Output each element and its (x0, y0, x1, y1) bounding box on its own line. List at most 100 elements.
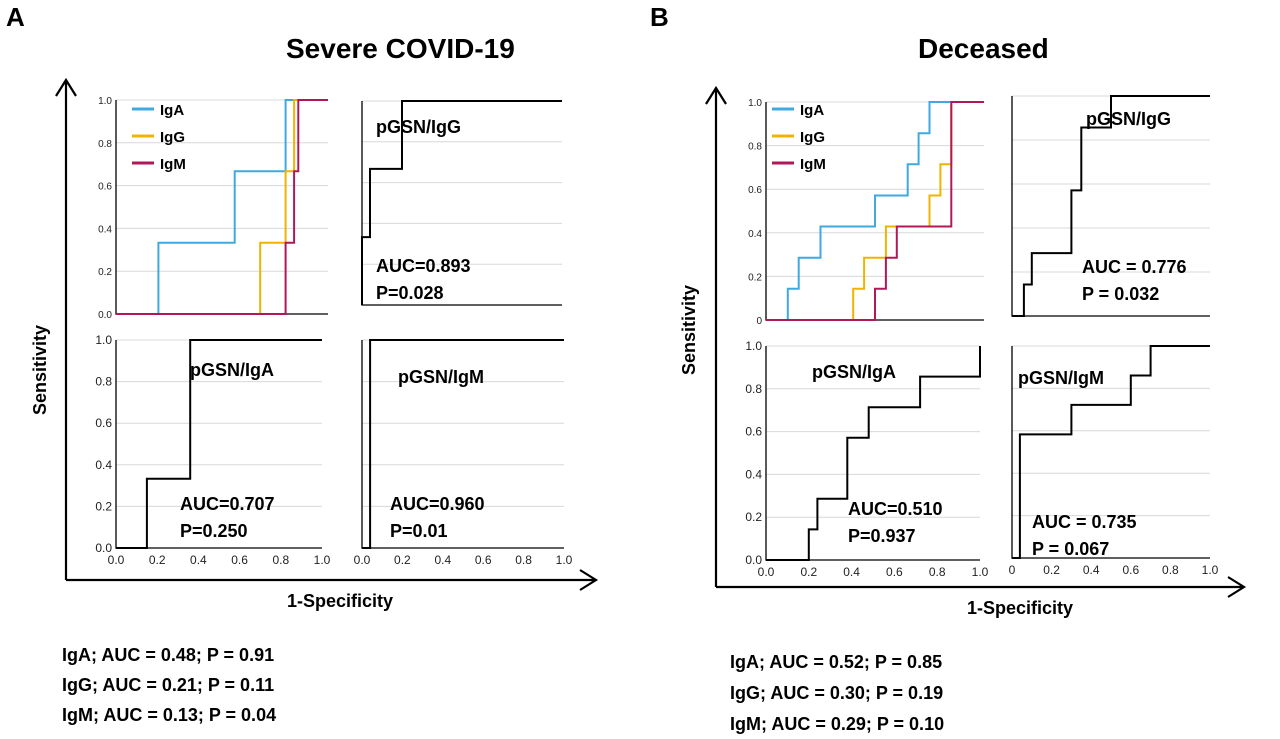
roc-curve-pgsn-igm (1012, 345, 1210, 559)
x-tick-label: 0.2 (800, 565, 817, 579)
roc-curve-pgsn-igg (361, 100, 562, 305)
p-value-label: P=0.01 (390, 521, 448, 541)
x-tick-label: 1.0 (556, 553, 573, 567)
y-tick-label: 0.0 (95, 541, 112, 555)
panel-b-letter: B (650, 2, 669, 32)
x-tick-label: 0.4 (190, 553, 207, 567)
y-tick-label: 1.0 (95, 333, 112, 347)
panel-b-title: Deceased (918, 33, 1049, 64)
subplot-b-igm: 0 0.2 0.4 0.6 0.8 1.0 pGSN/IgM AUC = 0.735 P = 0… (1009, 345, 1219, 577)
panel-a-note-igm: IgM; AUC = 0.13; P = 0.04 (62, 705, 276, 725)
y-tick-label: 0.0 (98, 310, 112, 321)
y-tick-label: 0.2 (98, 267, 112, 278)
subplot-a-igm: 0.0 0.2 0.4 0.6 0.8 1.0 pGSN/IgM AUC=0.960 P=0.0… (354, 339, 573, 567)
y-tick-label: 0.8 (745, 382, 762, 396)
y-tick-label: 0.6 (745, 425, 762, 439)
x-tick-label: 0.8 (272, 553, 289, 567)
subplot-b-igg: pGSN/IgG AUC = 0.776 P = 0.032 (1011, 95, 1210, 317)
roc-curve-igg (116, 99, 328, 315)
x-tick-label: 0.0 (354, 553, 371, 567)
panel-b-note-igg: IgG; AUC = 0.30; P = 0.19 (730, 683, 943, 703)
axis-frame (115, 100, 328, 315)
x-tick-label: 0.4 (843, 565, 860, 579)
x-tick-label: 0.6 (475, 553, 492, 567)
p-value-label: P = 0.032 (1082, 284, 1159, 304)
x-tick-label: 0.2 (1043, 563, 1060, 577)
auc-label: AUC = 0.776 (1082, 257, 1187, 277)
y-tick-label: 0.2 (748, 272, 762, 283)
panel-a-title: Severe COVID-19 (286, 33, 515, 64)
legend-label: IgM (160, 156, 186, 173)
panel-a-xlabel: 1-Specificity (287, 591, 393, 611)
y-tick-label: 0.6 (98, 182, 112, 193)
x-tick-label: 0.4 (1083, 563, 1100, 577)
panel-b-x-arrow (716, 576, 1247, 598)
roc-curve-igm (766, 101, 984, 321)
panel-a-note-iga: IgA; AUC = 0.48; P = 0.91 (62, 645, 274, 665)
y-tick-label: 1.0 (98, 96, 112, 107)
panel-b-axes (705, 85, 1247, 598)
subplot-b-ig: 0 0.2 0.4 0.6 0.8 1.0 IgA IgG IgM (748, 98, 984, 327)
auc-label: AUC = 0.735 (1032, 512, 1137, 532)
y-tick-label: 0.4 (95, 458, 112, 472)
panel-a-letter: A (6, 2, 25, 32)
panel-b-note-igm: IgM; AUC = 0.29; P = 0.10 (730, 714, 944, 734)
x-tick-label: 0.2 (394, 553, 411, 567)
subplot-a-igg: pGSN/IgG AUC=0.893 P=0.028 (361, 100, 562, 306)
x-tick-label: 1.0 (1202, 563, 1219, 577)
y-tick-label: 0.8 (95, 375, 112, 389)
y-tick-label: 0.0 (745, 553, 762, 567)
subplot-a-iga: 0.0 0.2 0.4 0.6 0.8 1.0 0.0 0.2 0.4 0.6 0.8 1.0 pGSN… (95, 333, 330, 567)
subplot-b-iga: 0.0 0.2 0.4 0.6 0.8 1.0 0.0 0.2 0.4 0.6 0.8 1.0 pGSN… (745, 339, 988, 579)
x-tick-label: 0 (1009, 563, 1016, 577)
panel-a-axes (55, 77, 599, 591)
legend-label: IgA (800, 102, 824, 119)
roc-curve-pgsn-igg (1012, 95, 1210, 317)
legend-label: IgG (160, 129, 185, 146)
x-tick-label: 0.8 (515, 553, 532, 567)
panel-a-y-arrow (55, 77, 77, 580)
subplot-title: pGSN/IgG (376, 117, 461, 137)
x-tick-label: 1.0 (972, 565, 989, 579)
x-tick-label: 0.6 (886, 565, 903, 579)
axis-frame (1011, 96, 1210, 317)
roc-subplots: 0.0 0.2 0.4 0.6 0.8 1.0 IgA IgG IgM pGSN/IgG AUC=0… (95, 95, 1219, 579)
y-tick-label: 0.4 (745, 467, 762, 481)
auc-label: AUC=0.960 (390, 494, 485, 514)
p-value-label: P = 0.067 (1032, 539, 1109, 559)
x-tick-label: 0.6 (231, 553, 248, 567)
legend-label: IgG (800, 129, 825, 146)
panel-a-ylabel: Sensitivity (30, 325, 50, 415)
y-tick-label: 1.0 (745, 339, 762, 353)
p-value-label: P=0.028 (376, 283, 444, 303)
roc-curve-iga (766, 101, 984, 321)
panel-b-y-arrow (705, 85, 727, 587)
x-tick-label: 0.2 (149, 553, 166, 567)
roc-curve-pgsn-iga (116, 339, 322, 549)
x-tick-label: 0.0 (758, 565, 775, 579)
subplot-title: pGSN/IgA (190, 360, 274, 380)
auc-label: AUC=0.510 (848, 499, 943, 519)
subplot-title: pGSN/IgA (812, 362, 896, 382)
x-tick-label: 0.0 (108, 553, 125, 567)
y-tick-label: 0.6 (95, 416, 112, 430)
subplot-title: pGSN/IgM (398, 367, 484, 387)
y-tick-label: 0.2 (95, 499, 112, 513)
panel-a-x-arrow (66, 569, 599, 591)
roc-curve-pgsn-igm (362, 339, 564, 549)
panel-a-note-igg: IgG; AUC = 0.21; P = 0.11 (62, 675, 274, 695)
legend-label: IgA (160, 102, 184, 119)
subplot-a-ig: 0.0 0.2 0.4 0.6 0.8 1.0 IgA IgG IgM (98, 96, 328, 321)
auc-label: AUC=0.707 (180, 494, 275, 514)
x-tick-label: 1.0 (314, 553, 331, 567)
x-tick-label: 0.8 (1162, 563, 1179, 577)
subplot-title: pGSN/IgG (1086, 109, 1171, 129)
y-tick-label: 0 (756, 316, 762, 327)
roc-curve-iga (116, 99, 328, 315)
panel-b-xlabel: 1-Specificity (967, 598, 1073, 618)
p-value-label: P=0.937 (848, 526, 916, 546)
legend-label: IgM (800, 156, 826, 173)
x-tick-label: 0.6 (1122, 563, 1139, 577)
y-tick-label: 0.8 (748, 142, 762, 153)
roc-curve-pgsn-iga (766, 346, 981, 561)
